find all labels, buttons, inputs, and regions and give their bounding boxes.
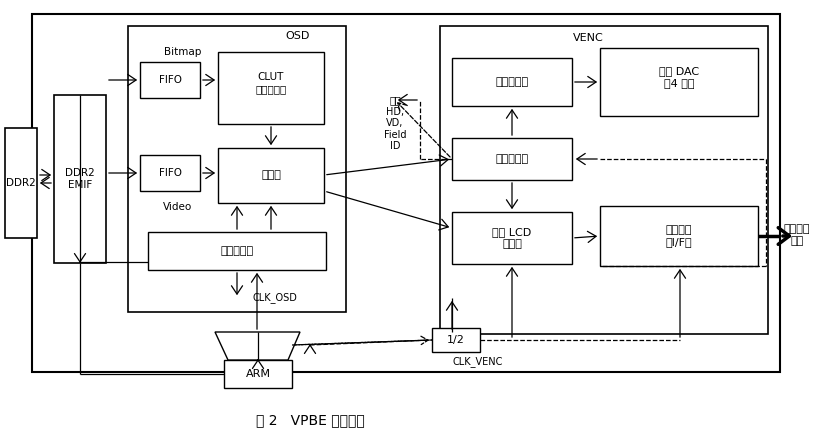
Bar [452, 138, 572, 180]
Text: 视频编码器: 视频编码器 [496, 77, 529, 87]
Text: ARM: ARM [246, 369, 270, 379]
Bar [452, 212, 572, 264]
Text: FIFO: FIFO [159, 168, 182, 178]
Text: Video: Video [163, 202, 192, 212]
Bar [600, 206, 758, 266]
Bar [140, 155, 200, 191]
Bar [140, 62, 200, 98]
Text: 视频 DAC
（4 个）: 视频 DAC （4 个） [659, 66, 699, 88]
Text: CLUT
和属性窗口: CLUT 和属性窗口 [256, 72, 287, 94]
Text: VENC: VENC [573, 33, 604, 43]
Text: FIFO: FIFO [159, 75, 182, 85]
Bar [5, 128, 37, 238]
Text: 数字视频
信号: 数字视频 信号 [783, 224, 810, 246]
Bar [148, 232, 326, 270]
Text: 显示控制器: 显示控制器 [220, 246, 253, 256]
Text: 信号
HD,
VD,
Field
ID: 信号 HD, VD, Field ID [384, 95, 406, 152]
Text: 数字视频
（I/F）: 数字视频 （I/F） [666, 225, 692, 247]
Bar [440, 26, 768, 334]
Text: DDR2
EMIF: DDR2 EMIF [65, 168, 95, 190]
Bar [600, 48, 758, 116]
Text: CLK_VENC: CLK_VENC [452, 357, 502, 367]
Text: DDR2: DDR2 [6, 178, 36, 188]
Bar [218, 148, 324, 203]
Bar [54, 95, 106, 263]
Polygon shape [215, 332, 300, 360]
Text: Bitmap: Bitmap [164, 47, 201, 57]
Bar [128, 26, 346, 312]
Text: OSD: OSD [285, 31, 310, 41]
Bar [218, 52, 324, 124]
Text: 数字 LCD
控制器: 数字 LCD 控制器 [492, 227, 532, 249]
Bar [32, 14, 780, 372]
Text: 1/2: 1/2 [447, 335, 465, 345]
Text: CLK_OSD: CLK_OSD [252, 292, 297, 303]
Bar [432, 328, 480, 352]
Text: 时序发生器: 时序发生器 [496, 154, 529, 164]
Bar [452, 58, 572, 106]
Bar [224, 360, 292, 388]
Text: 混合器: 混合器 [261, 170, 281, 180]
Text: 图 2   VPBE 整体架构: 图 2 VPBE 整体架构 [256, 413, 364, 427]
